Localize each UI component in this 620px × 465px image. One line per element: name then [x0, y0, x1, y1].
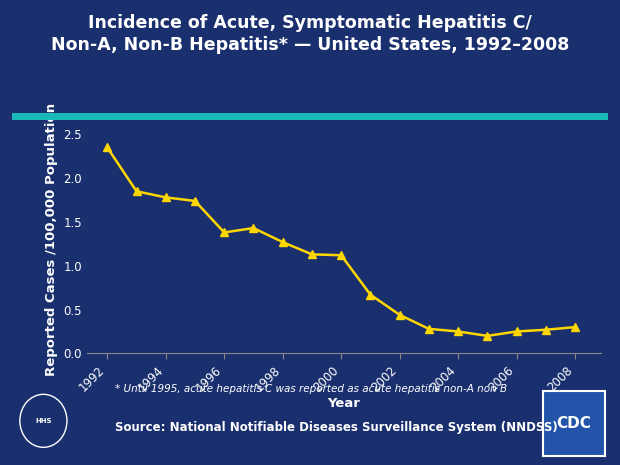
- Text: Incidence of Acute, Symptomatic Hepatitis C/
Non-A, Non-B Hepatitis* — United St: Incidence of Acute, Symptomatic Hepatiti…: [51, 14, 569, 54]
- Text: CDC: CDC: [556, 416, 591, 431]
- X-axis label: Year: Year: [327, 397, 361, 410]
- Text: Source: National Notifiable Diseases Surveillance System (NNDSS): Source: National Notifiable Diseases Sur…: [115, 421, 557, 434]
- Text: HHS: HHS: [35, 418, 51, 424]
- Y-axis label: Reported Cases /100,000 Population: Reported Cases /100,000 Population: [45, 103, 58, 376]
- Text: * Until 1995, acute hepatitis C was reported as acute hepatitis non-A non B: * Until 1995, acute hepatitis C was repo…: [115, 384, 507, 394]
